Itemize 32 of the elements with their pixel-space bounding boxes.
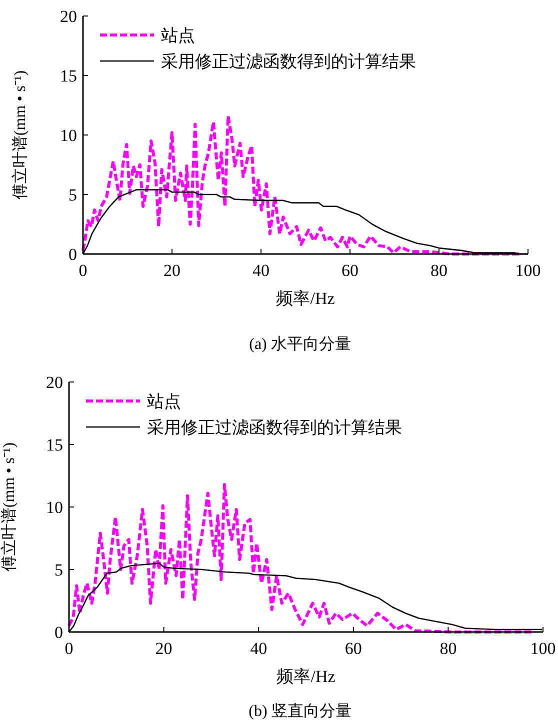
y-axis-title: 傅立叶谱(mm • s⁻¹) (0, 442, 18, 572)
y-tick-label: 0 (54, 623, 63, 642)
y-tick-label: 10 (46, 498, 63, 517)
x-tick-label: 40 (252, 261, 270, 280)
x-tick-label: 40 (250, 639, 268, 658)
text: (b) 竖直向分量 (248, 702, 352, 720)
x-tick-label: 100 (530, 639, 556, 658)
y-axis-title: 傅立叶谱(mm • s⁻¹) (11, 70, 29, 200)
x-tick-label: 60 (344, 639, 362, 658)
x-tick-label: 20 (155, 639, 172, 658)
x-tick-label: 100 (515, 261, 541, 280)
y-tick-label: 10 (60, 126, 77, 145)
y-tick-label: 15 (60, 66, 77, 86)
legend-label: 采用修正过滤函数得到的计算结果 (161, 52, 416, 71)
y-tick-label: 5 (54, 560, 63, 580)
legend-label: 采用修正过滤函数得到的计算结果 (147, 418, 402, 437)
y-tick-label: 20 (60, 7, 77, 26)
legend-label: 站点 (147, 392, 181, 411)
x-axis-title: 频率/Hz (276, 667, 336, 686)
x-tick-label: 20 (164, 261, 180, 280)
line-series (82, 114, 521, 256)
x-tick-label: 80 (440, 639, 457, 658)
y-tick-label: 0 (68, 245, 77, 264)
text: (a) 水平向分量 (249, 335, 351, 353)
y-tick-label: 15 (46, 436, 63, 454)
legend-label: 站点 (161, 26, 195, 45)
x-tick-label: 60 (342, 261, 358, 280)
x-axis-title: 频率/Hz (276, 289, 336, 308)
y-tick-label: 5 (68, 186, 77, 204)
y-tick-label: 20 (46, 373, 63, 392)
x-tick-label: 80 (430, 261, 448, 280)
line-series (68, 483, 534, 634)
